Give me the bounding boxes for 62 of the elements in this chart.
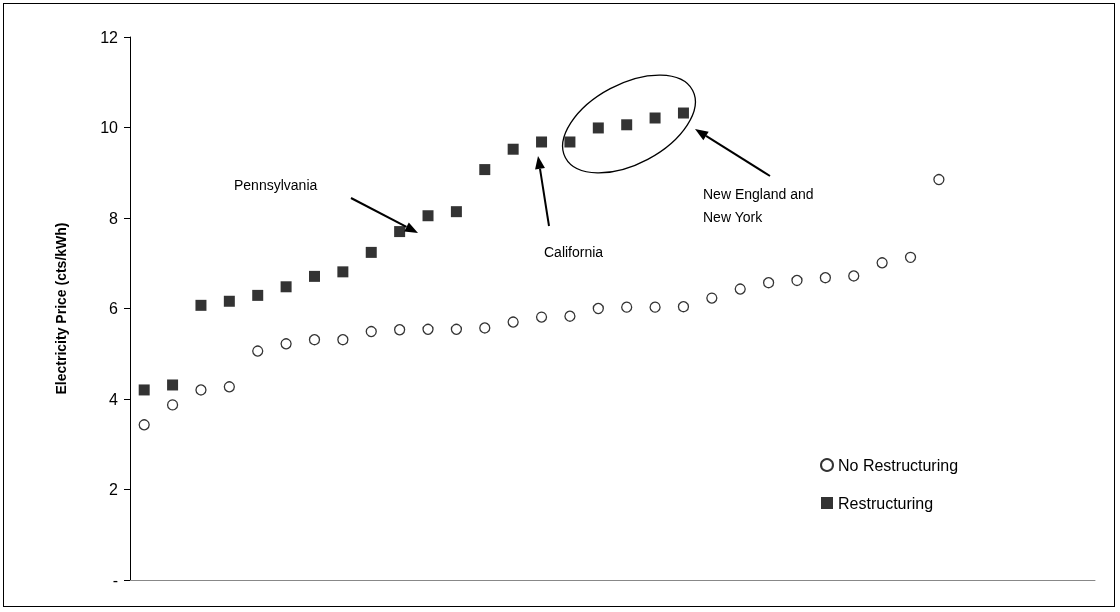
point — [564, 310, 576, 322]
y-tick-label: 10 — [100, 119, 119, 136]
point — [138, 384, 150, 396]
point — [933, 173, 945, 186]
point — [479, 322, 491, 334]
y-tick-label: - — [112, 571, 118, 589]
point — [564, 136, 576, 148]
point — [252, 345, 264, 357]
point — [394, 226, 406, 238]
point — [195, 299, 207, 311]
point — [450, 206, 462, 218]
point — [337, 266, 349, 278]
point — [479, 164, 491, 176]
point — [621, 119, 633, 131]
point — [592, 122, 604, 134]
y-tick-label: 6 — [109, 300, 119, 317]
point — [280, 281, 292, 293]
point — [223, 295, 235, 307]
point — [393, 324, 406, 336]
point — [536, 136, 548, 148]
point — [422, 210, 434, 222]
y-axis-title: Electricity Price (cts/kWh) — [53, 222, 69, 395]
point — [166, 399, 179, 411]
point — [308, 270, 320, 282]
point — [876, 257, 888, 269]
point — [138, 419, 150, 431]
point — [762, 277, 775, 289]
point — [167, 379, 179, 391]
annotation: New England and New York — [703, 185, 814, 227]
point — [337, 334, 349, 346]
point — [649, 301, 661, 313]
legend-label: Restructuring — [838, 494, 934, 512]
point — [535, 311, 548, 323]
point — [252, 289, 264, 301]
point — [308, 334, 321, 346]
point — [223, 381, 235, 393]
y-tick-label: 8 — [109, 209, 119, 227]
point — [621, 301, 633, 313]
point — [195, 384, 207, 396]
point — [649, 112, 661, 124]
point — [706, 292, 718, 304]
point — [450, 323, 463, 335]
point — [507, 143, 519, 155]
point — [422, 323, 434, 335]
y-tick-label: 12 — [100, 28, 119, 46]
y-tick-label: 4 — [109, 390, 119, 408]
annotation: Pennsylvania — [234, 176, 318, 195]
annotation: California — [544, 243, 604, 262]
point — [677, 107, 689, 119]
point — [904, 251, 917, 264]
point — [365, 325, 377, 338]
point — [677, 301, 690, 313]
y-tick-label: 2 — [109, 481, 119, 498]
point — [365, 246, 377, 258]
point — [507, 316, 519, 328]
point — [848, 270, 860, 282]
legend-label: No Restructuring — [838, 456, 959, 474]
point — [280, 338, 292, 350]
point — [592, 302, 604, 315]
point — [819, 272, 832, 284]
point — [791, 274, 803, 287]
point — [734, 283, 746, 295]
